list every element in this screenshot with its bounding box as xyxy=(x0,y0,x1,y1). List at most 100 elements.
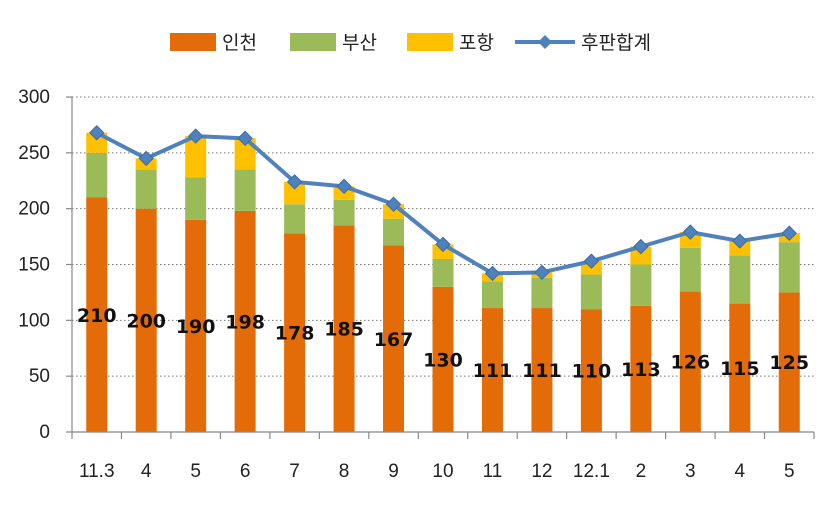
bar-segment-1 xyxy=(481,308,503,432)
line-marker xyxy=(484,265,501,282)
bar-segment-2 xyxy=(580,274,602,310)
bar-segment-1 xyxy=(531,308,553,432)
y-tick-label: 150 xyxy=(18,255,50,276)
bar-segment-1 xyxy=(135,208,157,432)
legend-marker xyxy=(538,35,552,49)
data-label: 210 xyxy=(77,305,117,327)
x-tick-label: 5 xyxy=(784,461,795,482)
bar-segment-1 xyxy=(234,210,256,432)
x-tick-label: 3 xyxy=(685,461,696,482)
data-labels: 210 200 190 198 178 185 167 130 111 111 110 113 126 1… xyxy=(77,305,809,383)
bar-segment-2 xyxy=(333,199,355,226)
bar-segment-3 xyxy=(86,132,108,153)
x-tick-label: 4 xyxy=(141,461,152,482)
data-label: 200 xyxy=(126,310,166,332)
line-marker xyxy=(781,225,797,241)
bar-segment-3 xyxy=(679,232,701,248)
bar-segment-2 xyxy=(778,242,800,293)
bar-segment-2 xyxy=(481,281,503,309)
bar-segment-3 xyxy=(284,181,306,205)
data-label: 198 xyxy=(225,311,265,333)
x-tick-label: 8 xyxy=(339,461,350,482)
line-marker xyxy=(138,150,154,167)
bar-segment-2 xyxy=(234,169,256,211)
bar-segment-2 xyxy=(531,277,553,309)
legend-label: 인천 xyxy=(222,32,257,54)
data-label: 111 xyxy=(473,360,513,382)
line-marker xyxy=(237,130,253,147)
x-tick-label: 6 xyxy=(240,461,251,482)
total-line xyxy=(89,125,797,282)
x-tick-label: 11.3 xyxy=(79,461,115,482)
bars xyxy=(86,132,800,432)
bar-segment-3 xyxy=(630,246,652,265)
data-label: 178 xyxy=(275,323,315,345)
x-tick-label: 5 xyxy=(190,461,201,482)
data-label: 113 xyxy=(621,359,661,381)
data-label: 130 xyxy=(423,349,463,371)
bar-segment-2 xyxy=(284,204,306,234)
bar-segment-1 xyxy=(729,303,751,432)
data-label: 110 xyxy=(572,361,612,383)
bar-segment-1 xyxy=(383,245,405,432)
legend-swatch xyxy=(170,33,216,51)
line-marker xyxy=(732,233,748,249)
x-tick-label: 7 xyxy=(289,461,300,482)
y-tick-label: 200 xyxy=(18,199,50,220)
bar-segment-3 xyxy=(234,138,256,170)
bar-segment-2 xyxy=(135,169,157,209)
legend-label: 포항 xyxy=(459,32,494,54)
data-label: 125 xyxy=(769,352,809,374)
bar-segment-2 xyxy=(432,258,454,287)
y-axis-ticks: 0 50 100 150 200 250 300 xyxy=(18,87,72,443)
x-axis-ticks: 11.3 4 5 6 7 8 9 10 11 12 12.1 2 3 4 5 xyxy=(71,432,815,482)
line-marker xyxy=(286,174,303,190)
data-label: 167 xyxy=(374,329,414,351)
x-tick-label: 9 xyxy=(388,461,399,482)
bar-segment-1 xyxy=(580,309,602,432)
x-tick-label: 2 xyxy=(636,461,647,482)
line-marker xyxy=(682,224,699,240)
bar-segment-1 xyxy=(679,291,701,432)
line-marker xyxy=(534,264,550,281)
data-label: 126 xyxy=(670,352,710,374)
x-tick-label: 11 xyxy=(483,461,503,482)
bar-segment-1 xyxy=(86,197,108,432)
line-marker xyxy=(385,196,402,212)
legend: 인천 부산 포항 후판합계 xyxy=(170,32,651,54)
y-tick-label: 300 xyxy=(18,87,50,108)
legend-label: 부산 xyxy=(342,32,377,54)
bar-segment-1 xyxy=(778,292,800,432)
data-label: 115 xyxy=(720,358,760,380)
x-tick-label: 10 xyxy=(432,461,453,482)
x-tick-label: 4 xyxy=(735,461,746,482)
bar-segment-1 xyxy=(284,233,306,432)
line-marker xyxy=(435,236,451,253)
line-marker xyxy=(633,238,649,255)
legend-label: 후판합계 xyxy=(581,32,651,54)
bar-segment-2 xyxy=(86,152,108,198)
bar-segment-1 xyxy=(630,305,652,432)
bar-segment-1 xyxy=(185,219,207,432)
y-tick-label: 250 xyxy=(18,143,50,164)
y-tick-label: 50 xyxy=(29,366,50,387)
data-label: 190 xyxy=(176,316,216,338)
bar-segment-1 xyxy=(333,225,355,432)
bar-segment-2 xyxy=(185,177,207,220)
y-tick-label: 100 xyxy=(18,310,50,331)
line-marker xyxy=(187,128,204,144)
bar-segment-2 xyxy=(383,218,405,246)
data-label: 185 xyxy=(324,319,364,341)
bar-segment-2 xyxy=(729,255,751,304)
data-label: 111 xyxy=(522,360,562,382)
x-tick-label: 12 xyxy=(531,461,552,482)
y-tick-label: 0 xyxy=(39,422,50,443)
bar-segment-2 xyxy=(679,247,701,292)
legend-swatch xyxy=(290,33,336,51)
line-marker xyxy=(89,125,105,141)
bar-segment-1 xyxy=(432,286,454,432)
line-marker xyxy=(583,253,600,269)
bar-segment-2 xyxy=(630,264,652,306)
bar-segment-3 xyxy=(185,136,207,178)
